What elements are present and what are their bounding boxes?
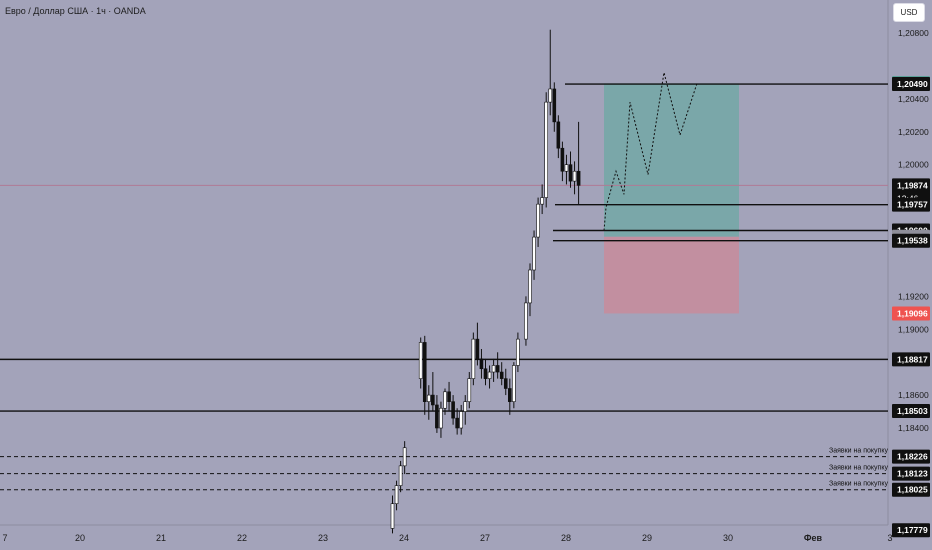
candle: [552, 88, 557, 123]
level-annotation: Заявки на покупку: [829, 448, 889, 455]
candle: [528, 269, 532, 304]
x-tick-label: 20: [75, 533, 85, 543]
candle: [435, 404, 439, 429]
candle: [447, 391, 451, 402]
y-tick-label: 1,20200: [898, 127, 929, 137]
price-label-box: [892, 449, 930, 464]
candle: [483, 368, 488, 379]
price-label-box: [892, 482, 930, 497]
candle: [499, 371, 504, 379]
price-label-box: [892, 352, 930, 367]
candle: [576, 170, 581, 186]
x-tick-label: 29: [642, 533, 652, 543]
level-annotation: Заявки на покупку: [829, 465, 889, 472]
candle: [560, 147, 565, 172]
candle: [443, 391, 447, 409]
candle: [516, 338, 520, 366]
y-tick-label: 1,18400: [898, 423, 929, 433]
x-tick-label: 7: [2, 533, 7, 543]
candle: [512, 365, 516, 402]
price-label: 1,18503: [897, 406, 928, 416]
candle: [495, 365, 500, 373]
candle: [568, 164, 573, 182]
candle: [475, 338, 480, 360]
price-label: 1,18025: [897, 485, 928, 495]
symbol-title: Евро / Доллар США · 1ч · OANDA: [5, 6, 146, 16]
x-tick-label: 21: [156, 533, 166, 543]
y-tick-label: 1,18600: [898, 390, 929, 400]
candle: [532, 236, 536, 271]
candle: [544, 101, 549, 198]
candle: [548, 88, 553, 103]
candle: [459, 411, 464, 429]
price-label: 1,18817: [897, 354, 928, 364]
price-label-box: [892, 233, 930, 248]
candle: [487, 371, 492, 379]
candle: [540, 197, 544, 205]
x-tick-label: 24: [399, 533, 409, 543]
x-tick-label: Фев: [804, 533, 823, 543]
price-label: 1,19538: [897, 236, 928, 246]
y-tick-label: 1,20800: [898, 28, 929, 38]
candle: [507, 388, 512, 402]
price-label: 1,19096: [897, 308, 928, 318]
candle: [426, 394, 431, 402]
y-tick-label: 1,20400: [898, 94, 929, 104]
candle: [564, 164, 569, 172]
price-label-box: [892, 404, 930, 419]
candle: [503, 378, 508, 389]
y-tick-label: 1,19000: [898, 324, 929, 334]
candle: [524, 302, 528, 340]
price-label: 1,18226: [897, 452, 928, 462]
price-label: 1,17779: [897, 525, 928, 535]
loss-zone: [604, 236, 739, 314]
price-label-box: [892, 197, 930, 212]
price-label-box: [892, 466, 930, 481]
price-label: 1,20490: [897, 79, 928, 89]
x-tick-label: 30: [723, 533, 733, 543]
profit-zone: [604, 83, 739, 237]
candle: [479, 358, 484, 370]
currency-button[interactable]: USD: [893, 3, 925, 22]
candle: [439, 407, 443, 429]
candle: [398, 465, 403, 486]
candle: [572, 170, 577, 182]
candle: [390, 503, 395, 529]
candle: [422, 342, 427, 402]
candle: [455, 417, 459, 429]
projection-path: [603, 72, 698, 231]
candle: [463, 401, 468, 412]
price-label-box: [892, 523, 930, 538]
price-label: 1,18123: [897, 469, 928, 479]
x-tick-label: 22: [237, 533, 247, 543]
candle: [402, 447, 407, 467]
price-label-box: [892, 77, 930, 92]
candle: [467, 378, 472, 402]
x-tick-label: 28: [561, 533, 571, 543]
y-tick-label: 1,20000: [898, 160, 929, 170]
x-tick-label: 23: [318, 533, 328, 543]
price-label-box: [892, 306, 930, 321]
candle: [418, 342, 423, 379]
candle: [451, 401, 455, 419]
price-label: 1,19874: [897, 180, 928, 190]
candle: [491, 365, 496, 373]
x-tick-label: 3: [887, 533, 892, 543]
x-tick-label: 27: [480, 533, 490, 543]
y-tick-label: 1,19200: [898, 291, 929, 301]
candle: [431, 394, 435, 406]
candle: [471, 338, 476, 379]
level-annotation: Заявки на покупку: [829, 481, 889, 488]
candle: [556, 121, 561, 149]
price-label: 1,19757: [897, 200, 928, 210]
candle: [536, 203, 540, 238]
candle: [394, 485, 399, 505]
